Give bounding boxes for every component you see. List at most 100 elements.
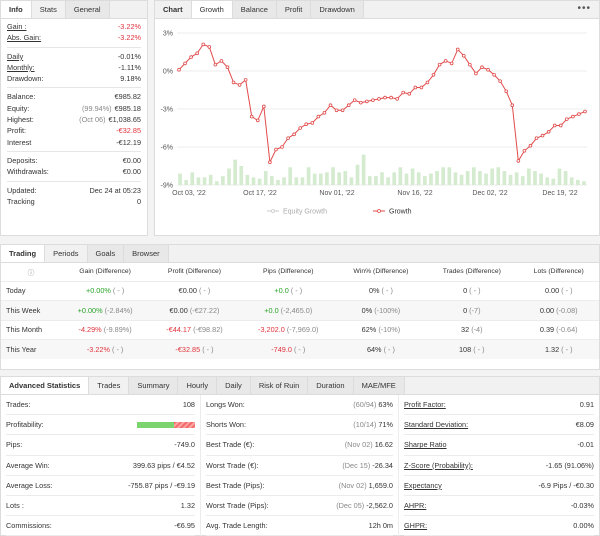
growth-point[interactable] [389, 95, 393, 100]
info-label[interactable]: Gain : [7, 22, 27, 31]
tab-periods[interactable]: Periods [45, 245, 88, 262]
growth-point[interactable] [262, 104, 266, 109]
tab-advanced-statistics[interactable]: Advanced Statistics [1, 377, 90, 394]
growth-point[interactable] [462, 53, 466, 58]
growth-point[interactable] [225, 65, 230, 69]
stat-label[interactable]: GHPR: [404, 521, 428, 531]
growth-point[interactable] [340, 108, 345, 113]
growth-point[interactable] [195, 51, 199, 56]
stat-label[interactable]: Standard Deviation: [404, 420, 469, 430]
growth-point[interactable] [552, 123, 557, 128]
info-label[interactable]: Monthly: [7, 62, 35, 72]
growth-point[interactable] [304, 122, 309, 126]
growth-point[interactable] [292, 132, 296, 137]
tab-info[interactable]: Info [1, 1, 32, 18]
tab-risk-of-ruin[interactable]: Risk of Ruin [250, 377, 309, 394]
tab-mae-mfe[interactable]: MAE/MFE [353, 377, 405, 394]
tab-hourly[interactable]: Hourly [178, 377, 218, 394]
growth-point[interactable] [346, 103, 351, 107]
growth-point[interactable] [280, 145, 284, 149]
tab-balance[interactable]: Balance [232, 1, 277, 18]
growth-point[interactable] [419, 85, 424, 90]
growth-point[interactable] [437, 62, 442, 67]
tab-browser[interactable]: Browser [124, 245, 169, 262]
growth-point[interactable] [237, 83, 242, 87]
growth-point[interactable] [565, 117, 569, 121]
growth-point[interactable] [371, 98, 375, 102]
growth-point[interactable] [455, 47, 460, 52]
growth-point[interactable] [407, 92, 412, 96]
more-menu-icon[interactable]: ••• [577, 3, 591, 14]
tab-goals[interactable]: Goals [87, 245, 125, 262]
growth-point[interactable] [425, 80, 430, 85]
tab-stats[interactable]: Stats [31, 1, 66, 18]
tab-daily[interactable]: Daily [217, 377, 251, 394]
growth-point[interactable] [583, 109, 587, 114]
stat-label[interactable]: Sharpe Ratio [404, 440, 447, 450]
growth-point[interactable] [528, 143, 533, 148]
growth-point[interactable] [431, 72, 436, 77]
growth-point[interactable] [358, 100, 363, 105]
tab-duration[interactable]: Duration [308, 377, 354, 394]
tab-chart[interactable]: Chart [155, 1, 192, 18]
growth-point[interactable] [352, 98, 357, 102]
growth-point[interactable] [219, 59, 224, 63]
growth-point[interactable] [316, 114, 321, 119]
legend-equity-growth[interactable]: Equity Growth [283, 209, 327, 216]
tab-trading[interactable]: Trading [1, 245, 46, 262]
growth-point[interactable] [486, 67, 490, 72]
growth-point[interactable] [383, 95, 387, 100]
growth-point[interactable] [274, 147, 278, 152]
growth-point[interactable] [546, 130, 551, 134]
growth-point[interactable] [201, 42, 206, 47]
tab-trades[interactable]: Trades [89, 377, 130, 394]
growth-point[interactable] [516, 159, 521, 163]
info-label[interactable]: Abs. Gain: [7, 33, 42, 43]
growth-point[interactable] [334, 108, 339, 113]
growth-point[interactable] [498, 79, 502, 83]
growth-point[interactable] [328, 103, 333, 107]
growth-point[interactable] [540, 133, 545, 138]
tab-drawdown[interactable]: Drawdown [311, 1, 364, 18]
growth-point[interactable] [213, 62, 218, 67]
tab-general[interactable]: General [65, 1, 110, 18]
growth-point[interactable] [268, 160, 272, 165]
growth-point[interactable] [504, 89, 509, 94]
growth-point[interactable] [231, 80, 236, 85]
tab-profit[interactable]: Profit [276, 1, 312, 18]
info-label[interactable]: Daily [7, 51, 24, 61]
growth-point[interactable] [377, 97, 381, 101]
growth-point[interactable] [480, 65, 484, 69]
growth-point[interactable] [534, 136, 539, 140]
tab-summary[interactable]: Summary [129, 377, 179, 394]
stat-label[interactable]: Profit Factor: [404, 400, 446, 410]
growth-point[interactable] [365, 99, 369, 104]
growth-point[interactable] [443, 59, 448, 63]
growth-point[interactable] [522, 149, 527, 153]
legend-growth[interactable]: Growth [389, 209, 412, 216]
info-icon[interactable]: ⓘ [27, 269, 35, 277]
growth-point[interactable] [577, 112, 581, 116]
stat-label[interactable]: AHPR: [404, 501, 427, 511]
growth-point[interactable] [413, 85, 418, 90]
growth-point[interactable] [207, 45, 212, 49]
growth-point[interactable] [401, 90, 406, 95]
growth-point[interactable] [183, 61, 187, 66]
growth-point[interactable] [249, 114, 254, 119]
growth-point[interactable] [492, 72, 496, 77]
growth-point[interactable] [177, 67, 181, 72]
growth-point[interactable] [310, 121, 315, 125]
stat-label[interactable]: Expectancy [404, 480, 442, 490]
growth-point[interactable] [298, 126, 302, 130]
growth-point[interactable] [468, 62, 472, 67]
growth-point[interactable] [255, 118, 260, 123]
growth-point[interactable] [571, 114, 575, 119]
growth-point[interactable] [474, 71, 478, 76]
growth-point[interactable] [243, 78, 248, 82]
growth-point[interactable] [322, 111, 327, 115]
growth-point[interactable] [395, 97, 399, 101]
growth-point[interactable] [189, 55, 193, 59]
growth-point[interactable] [510, 103, 515, 107]
growth-point[interactable] [558, 123, 563, 128]
growth-point[interactable] [286, 136, 290, 140]
